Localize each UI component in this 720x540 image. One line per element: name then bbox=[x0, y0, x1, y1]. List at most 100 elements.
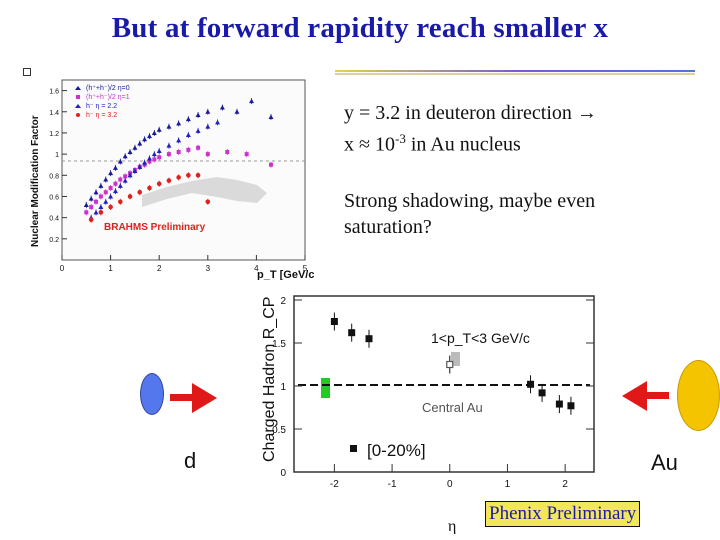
legend-marker bbox=[76, 95, 80, 99]
ytick-label: 1.2 bbox=[49, 131, 59, 138]
data-point bbox=[195, 172, 201, 178]
data-point bbox=[538, 389, 546, 397]
data-point bbox=[112, 188, 118, 194]
data-point bbox=[567, 402, 575, 410]
data-point bbox=[348, 329, 356, 337]
data-point bbox=[142, 160, 148, 165]
data-point bbox=[103, 190, 108, 195]
data-point bbox=[151, 130, 157, 135]
data-point bbox=[215, 119, 221, 125]
shadowing-text: Strong shadowing, maybe even saturation? bbox=[344, 188, 595, 240]
slide-title: But at forward rapidity reach smaller x bbox=[111, 12, 609, 44]
data-point bbox=[152, 157, 157, 162]
data-point bbox=[127, 149, 133, 154]
ytick-label: 0.6 bbox=[49, 194, 59, 201]
data-point bbox=[176, 150, 181, 154]
rapidity-text: y = 3.2 in deuteron direction → x ≈ 10-3… bbox=[344, 100, 597, 158]
ytick-label: 1.5 bbox=[272, 339, 286, 350]
xtick-label: 1 bbox=[505, 479, 511, 490]
gold-label: Au bbox=[651, 450, 678, 475]
ytick-label: 1 bbox=[280, 382, 286, 393]
data-point bbox=[118, 199, 123, 205]
data-point bbox=[98, 210, 104, 215]
decorative-gradient-line bbox=[335, 70, 695, 75]
data-point bbox=[132, 168, 138, 174]
data-point bbox=[142, 136, 148, 142]
data-point bbox=[122, 153, 128, 159]
xtick-label: 1 bbox=[108, 264, 113, 273]
data-point bbox=[123, 174, 128, 179]
data-point bbox=[137, 141, 143, 146]
data-point bbox=[176, 120, 182, 126]
ytick-label: 1 bbox=[55, 152, 59, 159]
data-point bbox=[234, 109, 240, 114]
legend-marker bbox=[75, 104, 81, 108]
data-point bbox=[365, 335, 373, 343]
data-point bbox=[196, 145, 201, 150]
data-point bbox=[108, 186, 113, 190]
central-au-annotation: Central Au bbox=[422, 400, 483, 415]
data-point bbox=[137, 164, 143, 169]
xtick-label: 3 bbox=[206, 264, 211, 273]
brahms-chart: 0.2 0.4 0.6 0.8 1 1.2 1.4 1.6 0 1 2 3 4 5 (h⁺+h⁻)/2 … bbox=[30, 79, 314, 280]
data-point bbox=[268, 114, 274, 120]
ytick-label: 0.8 bbox=[49, 173, 59, 180]
deuteron-ellipse bbox=[140, 373, 164, 415]
legend-label: [0-20%] bbox=[367, 441, 426, 460]
data-point bbox=[195, 128, 201, 133]
data-point bbox=[146, 133, 152, 139]
data-point bbox=[146, 155, 152, 161]
data-point bbox=[330, 318, 338, 325]
ytick-label: 1.6 bbox=[49, 89, 59, 96]
ytick-label: 0.2 bbox=[49, 237, 59, 244]
normalization-box bbox=[321, 378, 330, 398]
data-point bbox=[225, 150, 230, 154]
legend-label: (h⁺+h⁻)/2 η=1 bbox=[86, 94, 130, 101]
xtick-label: 0 bbox=[60, 264, 65, 273]
data-point bbox=[103, 177, 109, 182]
xtick-label: -2 bbox=[330, 479, 339, 490]
xtick-label: 4 bbox=[254, 264, 259, 273]
data-point bbox=[156, 148, 162, 153]
data-point bbox=[108, 170, 114, 176]
data-point bbox=[186, 172, 191, 178]
systematic-box bbox=[451, 352, 460, 366]
data-point bbox=[166, 178, 172, 183]
data-point bbox=[84, 210, 89, 215]
shadowing-band bbox=[142, 177, 267, 207]
data-point bbox=[103, 199, 109, 204]
brahms-ylabel: Nuclear Modification Factor bbox=[30, 115, 41, 247]
data-point bbox=[151, 151, 157, 157]
ytick-label: 2 bbox=[280, 296, 286, 307]
gold-nucleus-ellipse bbox=[677, 360, 720, 431]
data-point bbox=[446, 360, 454, 369]
data-point bbox=[219, 105, 225, 110]
rapidity-text-line1: y = 3.2 in deuteron direction → bbox=[344, 102, 597, 124]
data-point bbox=[185, 116, 191, 122]
data-point bbox=[185, 132, 191, 138]
data-point bbox=[195, 112, 201, 117]
data-point bbox=[555, 400, 563, 408]
ytick-label: 1.4 bbox=[49, 110, 59, 117]
phenix-preliminary-label: Phenix Preliminary bbox=[485, 501, 641, 527]
phenix-xlabel: η bbox=[448, 518, 456, 534]
xtick-label: 2 bbox=[157, 264, 162, 273]
data-point bbox=[88, 217, 94, 223]
data-point bbox=[156, 181, 162, 187]
data-point bbox=[117, 183, 123, 188]
data-point bbox=[176, 175, 181, 180]
data-point bbox=[98, 204, 104, 210]
xtick-label: 5 bbox=[303, 264, 308, 273]
data-point bbox=[127, 194, 133, 199]
exponent: -3 bbox=[394, 131, 406, 146]
data-point bbox=[268, 162, 273, 167]
data-point bbox=[89, 205, 94, 210]
data-point bbox=[205, 109, 211, 114]
data-point bbox=[157, 155, 162, 160]
left-arrow-icon bbox=[622, 381, 669, 411]
data-point bbox=[117, 159, 123, 164]
pt-range-annotation: 1<p_T<3 GeV/c bbox=[431, 330, 530, 346]
data-point bbox=[166, 143, 172, 148]
data-point bbox=[113, 181, 118, 186]
data-point bbox=[98, 194, 103, 199]
